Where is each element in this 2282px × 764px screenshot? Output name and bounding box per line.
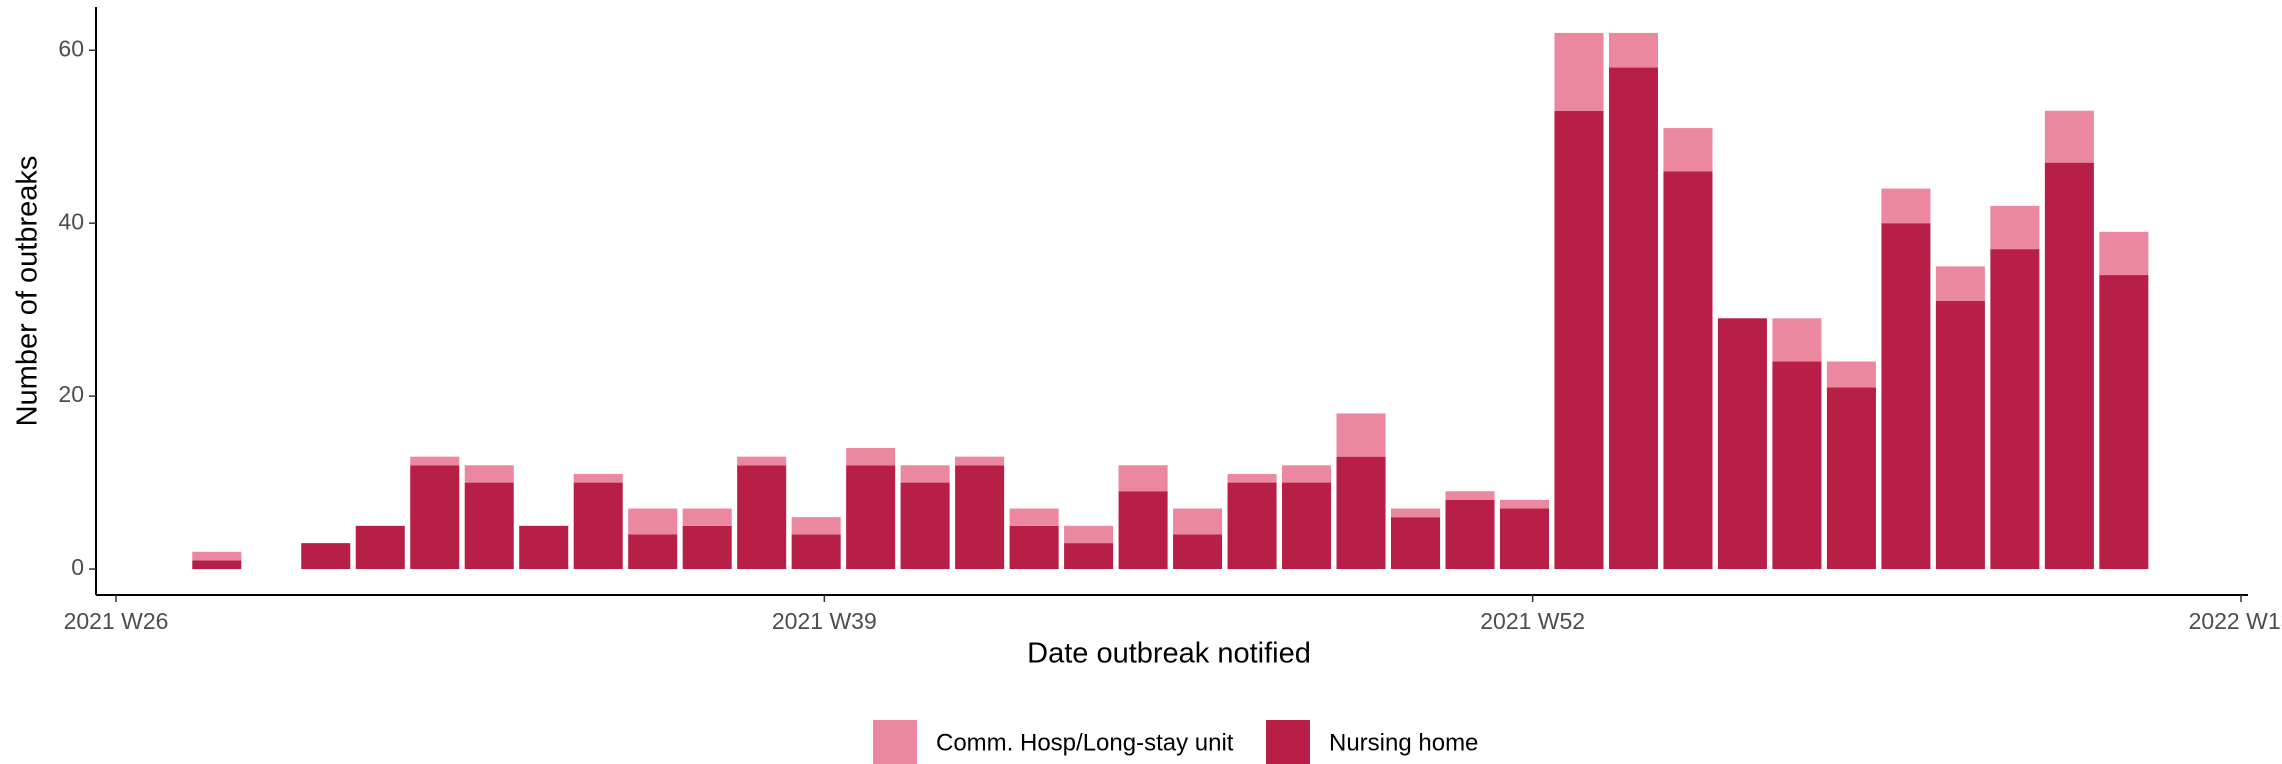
y-axis-title: Number of outbreaks (12, 156, 44, 427)
bar-segment (1663, 171, 1713, 570)
bar-segment (301, 543, 351, 570)
bar-segment (1118, 465, 1168, 492)
bar-segment (1772, 318, 1822, 362)
bar-segment (737, 465, 787, 570)
x-axis-title: Date outbreak notified (1027, 638, 1311, 670)
bar-segment (2044, 162, 2094, 570)
x-tick-label: 2021 W39 (772, 608, 877, 634)
bar-segment (1881, 223, 1931, 570)
bar-segment (1227, 473, 1277, 483)
bar-segment (1990, 205, 2040, 250)
bar-segment (519, 525, 569, 570)
bar-segment (1282, 465, 1332, 483)
bar-segment (1554, 32, 1604, 111)
bar-segment (846, 465, 896, 570)
bar-segment (1391, 508, 1441, 518)
legend-swatch (1266, 720, 1310, 764)
bar-segment (1009, 508, 1059, 526)
bar-segment (1173, 508, 1223, 535)
bar-segment (1173, 534, 1223, 570)
bar-segment (1282, 482, 1332, 570)
y-tick-label: 60 (58, 35, 84, 61)
bar-segment (682, 508, 732, 526)
bar-segment (1445, 499, 1495, 570)
bar-segment (682, 525, 732, 570)
bar-segment (628, 508, 678, 535)
bar-segment (1064, 543, 1114, 570)
bar-segment (464, 482, 514, 570)
bar-segment (1935, 301, 1985, 570)
bar-segment (1391, 517, 1441, 570)
bar-segment (573, 482, 623, 570)
bar-segment (1336, 456, 1386, 570)
bar-segment (355, 525, 405, 570)
bar-segment (1881, 188, 1931, 224)
bar-segment (1499, 508, 1550, 570)
bar-segment (791, 517, 841, 535)
bar-segment (2044, 110, 2094, 163)
x-tick-label: 2021 W26 (64, 608, 169, 634)
legend-swatch (873, 720, 917, 764)
bar-segment (1826, 361, 1876, 388)
bar-segment (900, 482, 950, 570)
bar-segment (1717, 318, 1767, 570)
bar-segment (573, 473, 623, 483)
bar-segment (1826, 387, 1876, 570)
bar-segment (192, 551, 242, 561)
bar-segment (1009, 525, 1059, 570)
bar-segment (2099, 275, 2149, 570)
bar-segment (410, 465, 460, 570)
bar-segment (628, 534, 678, 570)
bar-segment (1663, 128, 1713, 172)
legend-label: Comm. Hosp/Long-stay unit (936, 729, 1234, 756)
bar-segment (1227, 482, 1277, 570)
y-tick-label: 0 (71, 554, 84, 580)
bar-segment (1935, 266, 1985, 301)
x-tick-label: 2022 W13 (2189, 608, 2282, 634)
bar-segment (955, 465, 1005, 570)
bar-segment (1064, 525, 1114, 544)
bar-segment (1445, 491, 1495, 500)
bar-segment (1336, 413, 1386, 457)
bar-segment (955, 456, 1005, 466)
bar-segment (1118, 491, 1168, 570)
bar-segment (1608, 32, 1658, 68)
bar-segment (846, 448, 896, 466)
legend-label: Nursing home (1329, 729, 1478, 756)
bar-segment (1990, 249, 2040, 570)
bar-segment (1772, 361, 1822, 570)
bar-segment (900, 465, 950, 483)
bar-segment (464, 465, 514, 483)
bar-segment (737, 456, 787, 466)
bar-segment (410, 456, 460, 466)
y-tick-label: 20 (58, 381, 84, 407)
bar-segment (1554, 110, 1604, 570)
x-tick-label: 2021 W52 (1480, 608, 1585, 634)
bar-segment (1608, 67, 1658, 570)
bar-segment (192, 560, 242, 570)
y-tick-label: 40 (58, 208, 84, 234)
bar-segment (2099, 231, 2149, 276)
bar-segment (1499, 499, 1550, 509)
bar-segment (791, 534, 841, 570)
